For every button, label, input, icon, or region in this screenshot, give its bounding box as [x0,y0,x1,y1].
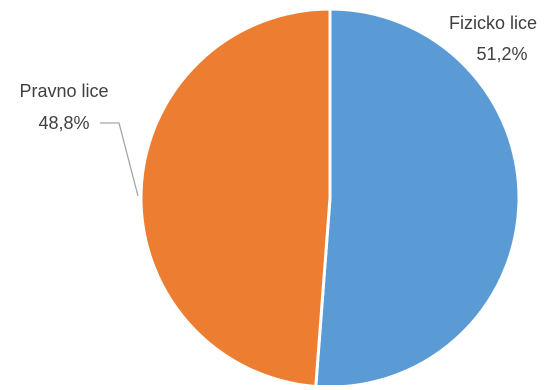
leader-lines [100,122,139,197]
leader-line-pravno-lice [100,122,139,197]
slice-label-pravno-lice-category: Pravno lice [19,81,108,101]
pie-slices [139,7,521,389]
slice-fizicko-lice [314,7,521,389]
slice-label-fizicko-lice-category: Fizicko lice [449,13,537,33]
slice-label-pravno-lice-value: 48,8% [38,113,89,133]
slice-label-fizicko-lice-value: 51,2% [476,44,527,64]
data-labels: Fizicko lice 51,2% Pravno lice 48,8% [19,13,537,133]
slice-pravno-lice [139,7,332,388]
